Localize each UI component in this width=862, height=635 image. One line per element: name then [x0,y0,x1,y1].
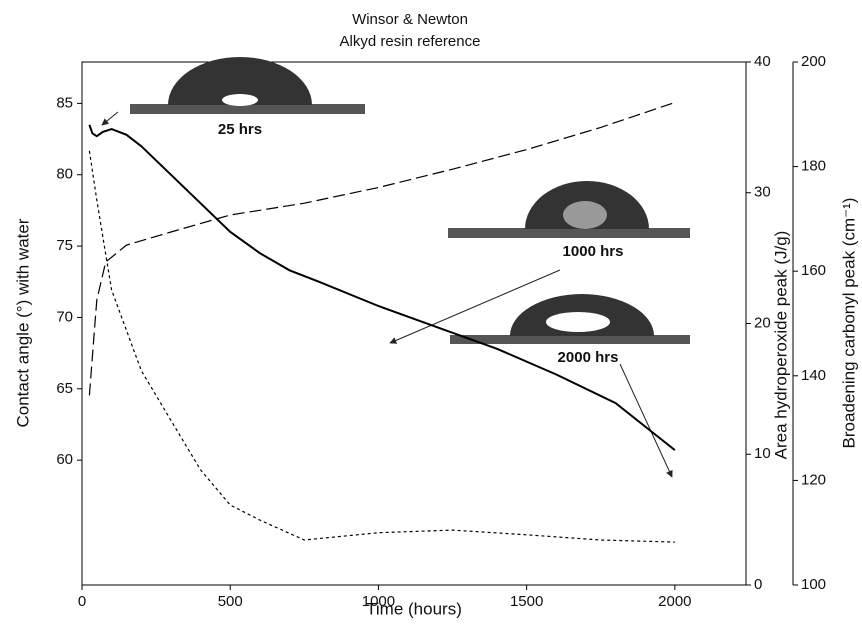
y3-axis-label: Broadening carbonyl peak (cm⁻¹) [839,198,858,449]
y3-tick-label: 160 [801,262,826,279]
arrow [619,363,673,478]
y3-tick-label: 100 [801,576,826,593]
y3-tick-label: 180 [801,158,826,175]
annotation: 1000 hrs [563,243,624,260]
x-axis-label: Time (hours) [366,599,462,618]
series-line [88,150,675,543]
chart-title: Alkyd resin reference [340,33,481,50]
y-tick-label: 60 [56,451,73,468]
y-tick-label: 80 [56,166,73,183]
x-tick-label: 0 [78,593,86,610]
y2-tick-label: 30 [754,184,771,201]
y-axis-label: Contact angle (°) with water [13,218,32,427]
series-line [88,124,676,451]
arrow [101,111,119,126]
y-tick-label: 85 [56,94,73,111]
y3-tick-label: 120 [801,471,826,488]
y-tick-label: 65 [56,380,73,397]
annotation: 25 hrs [218,121,262,138]
y-tick-label: 70 [56,308,73,325]
y2-axis-label: Area hydroperoxide peak (J/g) [771,231,790,460]
y2-tick-label: 0 [754,576,762,593]
droplet-image [448,181,690,238]
annotation: 2000 hrs [558,349,619,366]
x-tick-label: 1000 [362,593,395,610]
x-tick-label: 500 [218,593,243,610]
y2-tick-label: 10 [754,445,771,462]
y3-tick-label: 140 [801,367,826,384]
arrow [389,269,561,344]
y2-tick-label: 40 [754,53,771,70]
droplet-image [130,57,365,114]
droplet-image [450,294,690,344]
y2-tick-label: 20 [754,314,771,331]
x-tick-label: 1500 [510,593,543,610]
y-tick-label: 75 [56,237,73,254]
chart-title: Winsor & Newton [352,11,468,28]
series-line [88,101,676,396]
y3-tick-label: 200 [801,53,826,70]
x-tick-label: 2000 [658,593,691,610]
